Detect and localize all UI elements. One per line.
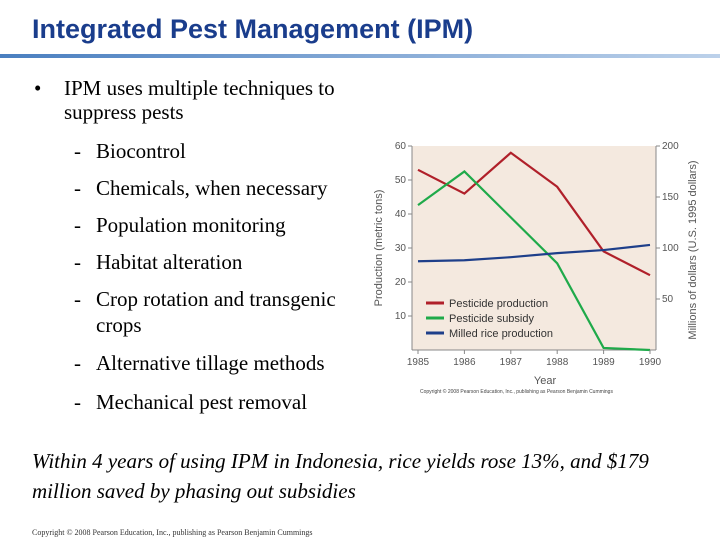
left-tick-label: 10 — [395, 311, 407, 322]
sub-item-text: Chemicals, when necessary — [96, 176, 328, 200]
left-tick-label: 30 — [395, 243, 407, 254]
sub-item-marker: - — [74, 213, 81, 237]
bullet-text: IPM uses multiple techniques to suppress… — [64, 76, 335, 124]
left-tick-label: 60 — [395, 141, 407, 152]
sub-item-marker: - — [74, 176, 81, 200]
legend-label: Milled rice production — [449, 328, 553, 340]
sub-item-text: Biocontrol — [96, 139, 186, 163]
left-tick-label: 40 — [395, 209, 407, 220]
legend: Pesticide production Pesticide subsidy Mil… — [426, 298, 553, 340]
slide-title: Integrated Pest Management (IPM) — [32, 14, 474, 44]
sub-item-text: Population monitoring — [96, 213, 286, 237]
sub-item-text: Alternative tillage methods — [96, 351, 325, 375]
copyright: Copyright © 2008 Pearson Education, Inc.… — [32, 528, 313, 537]
x-axis-title: Year — [534, 375, 557, 387]
legend-label: Pesticide subsidy — [449, 313, 534, 325]
series-line — [417, 151, 651, 277]
x-tick-label: 1989 — [592, 357, 615, 368]
sub-item-marker: - — [74, 351, 81, 375]
x-tick-label: 1990 — [639, 357, 662, 368]
left-tick-label: 20 — [395, 277, 407, 288]
right-tick-label: 150 — [662, 192, 679, 203]
sub-item-text: Mechanical pest removal — [96, 390, 308, 414]
sub-item-text: Habitat alteration — [96, 250, 243, 274]
chart-credit: Copyright © 2008 Pearson Education, Inc.… — [420, 388, 613, 395]
right-tick-label: 50 — [662, 294, 674, 305]
footnote: Within 4 years of using IPM in Indonesia… — [32, 449, 649, 503]
title-underline — [0, 54, 720, 58]
sub-item-marker: - — [74, 287, 81, 311]
sub-item-marker: - — [74, 139, 81, 163]
left-tick-label: 50 — [395, 175, 407, 186]
sub-item-marker: - — [74, 390, 81, 414]
x-tick-label: 1987 — [500, 357, 523, 368]
legend-label: Pesticide production — [449, 298, 548, 310]
series-line — [417, 170, 651, 352]
right-tick-label: 100 — [662, 243, 679, 254]
right-tick-label: 200 — [662, 141, 679, 152]
x-tick-label: 1985 — [407, 357, 430, 368]
ipm-indonesia-chart: 10 20 30 40 50 60 50 100 150 200 1985 1986 1987 198… — [373, 141, 699, 395]
right-axis-title: Millions of dollars (U.S. 1995 dollars) — [687, 160, 699, 339]
x-tick-label: 1986 — [453, 357, 476, 368]
bullet-marker: • — [34, 76, 42, 100]
left-axis-title: Production (metric tons) — [373, 190, 385, 307]
x-tick-label: 1988 — [546, 357, 569, 368]
sub-item-marker: - — [74, 250, 81, 274]
series-line — [417, 243, 651, 263]
sub-item-text: Crop rotation and transgenic crops — [96, 287, 336, 337]
